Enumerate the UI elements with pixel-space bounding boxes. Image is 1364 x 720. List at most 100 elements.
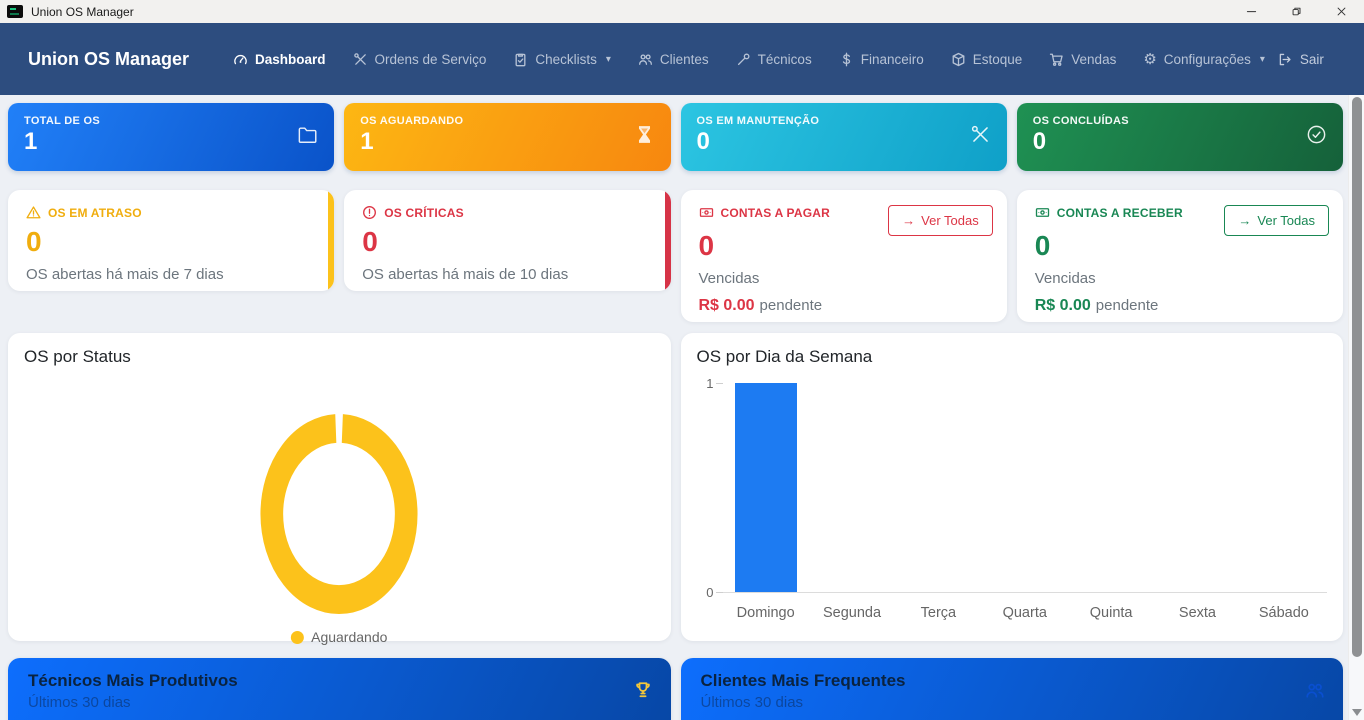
legend-dot <box>291 630 305 644</box>
bar-column <box>1154 383 1240 592</box>
card-os-criticas: OS CRÍTICAS 0 OS abertas há mais de 10 d… <box>344 190 671 291</box>
finance-subtitle: Vencidas <box>1034 270 1096 287</box>
caret-down-icon: ▾ <box>605 53 611 65</box>
finance-amount: R$ 0.00 <box>698 297 755 314</box>
donut-legend: Aguardando <box>291 629 387 645</box>
nav-ordens-de-servico[interactable]: Ordens de Serviço <box>341 44 499 75</box>
brand: Union OS Manager <box>28 48 190 69</box>
x-tick-label: Segunda <box>823 605 882 621</box>
card-os-aguardando: OS AGUARDANDO 1 <box>344 103 671 171</box>
nav-vendas[interactable]: Vendas <box>1037 44 1128 75</box>
stat-value: 0 <box>696 128 710 155</box>
bar-column <box>982 383 1068 592</box>
chart-os-por-status: OS por Status Aguardando <box>8 333 671 645</box>
card-os-concluidas: OS CONCLUÍDAS 0 <box>1016 103 1343 171</box>
wrench-icon <box>737 52 750 65</box>
legend-label: Aguardando <box>311 629 388 645</box>
card-contas-a-receber: CONTAS A RECEBER → Ver Todas 0 Vencidas … <box>1016 190 1343 322</box>
bar-x-labels: Domingo Segunda Terça Quarta Quinta Sexta Sába… <box>723 605 1328 621</box>
nav-configuracoes[interactable]: ⚙ Configurações ▾ <box>1143 50 1265 68</box>
arrow-right-icon: → <box>1238 213 1252 228</box>
nav-dashboard[interactable]: Dashboard <box>221 44 338 75</box>
card-total-de-os: TOTAL DE OS 1 <box>8 103 335 171</box>
card-os-em-atraso: OS EM ATRASO 0 OS abertas há mais de 7 d… <box>8 190 335 291</box>
cash-icon <box>1035 208 1049 217</box>
box-icon <box>952 52 965 66</box>
alert-value: 0 <box>26 226 42 257</box>
alert-subtitle: OS abertas há mais de 7 dias <box>26 266 224 283</box>
ver-todas-receber-button[interactable]: → Ver Todas <box>1224 205 1329 236</box>
card-os-em-manutencao: OS EM MANUTENÇÃO 0 <box>680 103 1007 171</box>
nav-estoque[interactable]: Estoque <box>939 44 1035 75</box>
bottom-card-title: Clientes Mais Frequentes <box>700 671 906 690</box>
bar-column <box>809 383 895 592</box>
alert-label: OS CRÍTICAS <box>384 205 464 220</box>
gear-icon: ⚙ <box>1143 50 1157 68</box>
tools-icon <box>970 124 991 150</box>
scrollbar-down-arrow[interactable] <box>1351 709 1362 716</box>
card-tecnicos-mais-produtivos: Técnicos Mais Produtivos Últimos 30 dias <box>8 658 671 720</box>
bar-plot <box>715 383 1327 593</box>
restore-icon <box>1292 7 1301 16</box>
logout-icon <box>1279 53 1291 65</box>
dollar-icon <box>842 52 850 66</box>
trophy-icon <box>633 681 653 706</box>
stat-label: OS EM MANUTENÇÃO <box>696 115 820 127</box>
bar-domingo <box>734 383 797 592</box>
hourglass-icon <box>634 124 655 150</box>
cash-icon <box>699 208 713 217</box>
clipboard-check-icon <box>515 53 526 66</box>
nav-checklists[interactable]: Checklists ▾ <box>501 44 623 75</box>
card-clientes-mais-frequentes: Clientes Mais Frequentes Últimos 30 dias <box>680 658 1343 720</box>
bar-column <box>1241 383 1327 592</box>
exclamation-circle-icon <box>363 206 377 219</box>
folder-icon <box>297 124 318 150</box>
minimize-icon <box>1246 11 1257 13</box>
y-tick-label: 0 <box>706 585 714 600</box>
donut-chart <box>260 413 418 615</box>
tools-icon <box>353 52 366 65</box>
warning-triangle-icon <box>26 206 41 219</box>
nav-tecnicos[interactable]: Técnicos <box>724 44 824 75</box>
finance-value: 0 <box>1034 230 1051 261</box>
close-icon <box>1337 7 1346 16</box>
ver-todas-pagar-button[interactable]: → Ver Todas <box>888 205 993 236</box>
navbar: Union OS Manager Dashboard Ordens de Ser… <box>0 23 1364 95</box>
nav-financeiro[interactable]: Financeiro <box>827 44 936 75</box>
restore-button[interactable] <box>1274 0 1319 23</box>
chart-title: OS por Dia da Semana <box>696 347 873 366</box>
vertical-scrollbar[interactable] <box>1348 95 1364 720</box>
dashboard-content: TOTAL DE OS 1 OS AGUARDANDO 1 OS EM MANU… <box>0 95 1348 720</box>
x-tick-label: Domingo <box>736 605 795 621</box>
finance-amount-note: pendente <box>1095 297 1159 314</box>
stat-label: TOTAL DE OS <box>24 115 101 127</box>
stat-value: 0 <box>1032 128 1047 155</box>
window-titlebar: Union OS Manager <box>0 0 1364 23</box>
x-tick-label: Quinta <box>1089 605 1133 621</box>
finance-label: CONTAS A RECEBER <box>1056 205 1183 220</box>
minimize-button[interactable] <box>1229 0 1274 23</box>
stat-value: 1 <box>360 128 374 155</box>
x-tick-label: Quarta <box>1002 605 1047 621</box>
speedometer-icon <box>234 54 247 64</box>
bar-column <box>1068 383 1154 592</box>
stat-label: OS CONCLUÍDAS <box>1032 115 1129 127</box>
chart-os-por-dia-da-semana: OS por Dia da Semana 1 0 Domingo Segunda T… <box>680 333 1343 641</box>
chart-title: OS por Status <box>24 347 131 366</box>
arrow-right-icon: → <box>902 213 916 228</box>
nav-clientes[interactable]: Clientes <box>626 44 721 75</box>
check-circle-icon <box>1306 124 1327 150</box>
finance-subtitle: Vencidas <box>698 270 760 287</box>
stat-label: OS AGUARDANDO <box>360 115 464 127</box>
logout-button[interactable]: Sair <box>1277 52 1324 67</box>
y-tick-label: 1 <box>706 376 714 391</box>
alert-label: OS EM ATRASO <box>48 205 142 220</box>
x-tick-label: Terça <box>920 605 957 621</box>
people-icon <box>1305 681 1325 706</box>
donut-ring <box>260 413 418 615</box>
bar-chart: 1 0 Domingo Segunda Terça Quarta Quinta Sexta… <box>697 376 1328 621</box>
scrollbar-thumb[interactable] <box>1352 97 1362 657</box>
accent-stripe <box>664 190 671 291</box>
close-button[interactable] <box>1319 0 1364 23</box>
finance-amount: R$ 0.00 <box>1034 297 1091 314</box>
